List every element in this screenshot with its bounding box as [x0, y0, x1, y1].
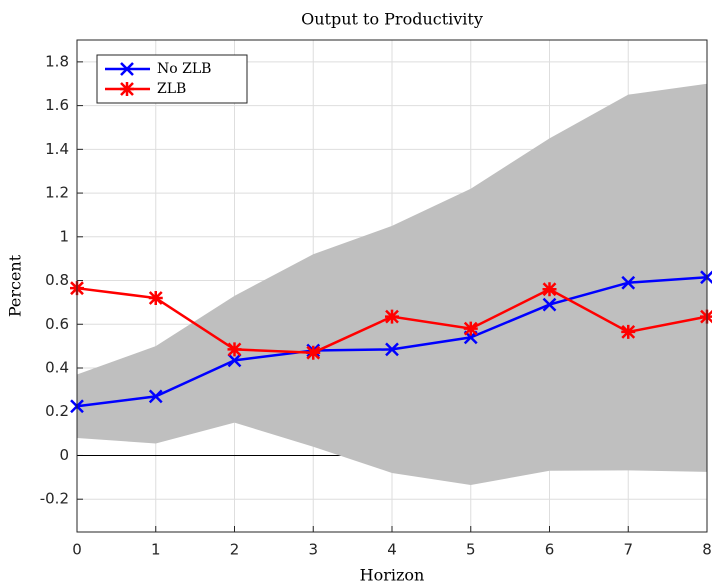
x-tick-label: 5	[466, 541, 476, 559]
x-axis-label: Horizon	[360, 566, 425, 585]
y-tick-label: 1.2	[45, 184, 69, 202]
x-tick-label: 4	[387, 541, 397, 559]
y-tick-label: 0.2	[45, 402, 69, 420]
y-tick-label: 0	[59, 446, 69, 464]
y-tick-label: 1.8	[45, 52, 69, 70]
y-tick-label: -0.2	[40, 490, 69, 508]
y-tick-label: 1.6	[45, 96, 69, 114]
y-tick-label: 0.8	[45, 271, 69, 289]
marker	[148, 389, 163, 404]
marker	[385, 309, 399, 324]
marker	[227, 353, 242, 368]
y-tick-label: 1.4	[45, 140, 69, 158]
legend-label: No ZLB	[157, 61, 211, 77]
x-tick-label: 8	[702, 541, 712, 559]
marker	[542, 282, 557, 297]
x-tick-label: 2	[230, 541, 240, 559]
chart-title: Output to Productivity	[301, 10, 483, 29]
legend-label: ZLB	[157, 81, 186, 97]
y-axis-label: Percent	[6, 254, 25, 317]
x-tick-label: 7	[623, 541, 633, 559]
marker	[621, 324, 636, 339]
plot-border	[76, 39, 708, 533]
marker	[227, 342, 242, 357]
legend-marker	[120, 82, 134, 96]
y-tick-label: 1	[59, 227, 69, 245]
marker	[385, 342, 399, 357]
marker	[621, 275, 636, 290]
marker	[306, 345, 321, 360]
marker	[700, 309, 712, 324]
marker	[463, 321, 478, 336]
marker	[148, 291, 163, 306]
y-tick-label: 0.6	[45, 315, 69, 333]
x-tick-label: 1	[151, 541, 161, 559]
legend-marker	[120, 62, 134, 76]
confidence-band	[77, 83, 707, 485]
x-tick-label: 3	[308, 541, 318, 559]
y-tick-label: 0.4	[45, 359, 69, 377]
x-tick-label: 0	[72, 541, 82, 559]
marker	[542, 297, 557, 312]
x-tick-label: 6	[545, 541, 555, 559]
